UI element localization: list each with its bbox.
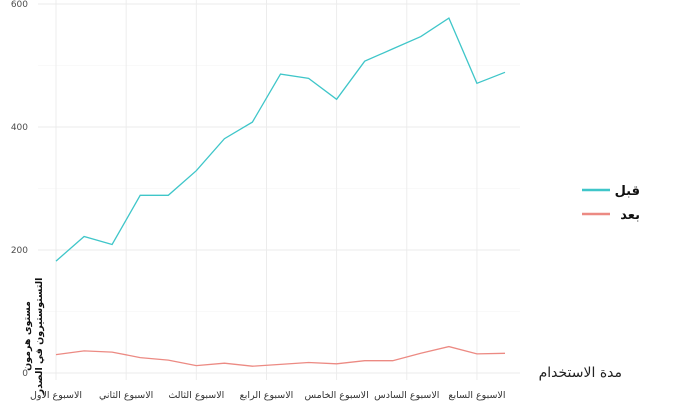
series-line-0: [55, 17, 506, 262]
y-tick-label: 400: [11, 123, 28, 133]
legend: قبل بعد: [582, 184, 640, 223]
x-tick-label: الاسبوع الثالث: [168, 390, 224, 401]
y-axis-label-line1: مستوى هرمون: [22, 301, 33, 371]
y-tick-label: 200: [11, 246, 28, 256]
x-tick-label: الاسبوع الثاني: [99, 390, 153, 401]
y-tick-label: 0: [22, 369, 28, 379]
legend-label-0: قبل: [615, 184, 640, 199]
y-axis-ticks: 0 200 400 600: [11, 0, 28, 379]
x-tick-label: الاسبوع السابع: [448, 390, 505, 401]
x-tick-label: الاسبوع الرابع: [240, 390, 294, 401]
series-lines: [55, 17, 506, 367]
y-tick-label: 600: [11, 0, 28, 10]
x-tick-label: الاسبوع السادس: [374, 390, 439, 401]
series-line-1: [55, 345, 506, 367]
legend-label-1: بعد: [620, 208, 640, 223]
x-axis-label: مدة الاستخدام: [539, 365, 622, 381]
x-tick-label: الاسبوع الاول: [30, 390, 82, 401]
x-axis-ticks: الاسبوع الاول الاسبوع الثاني الاسبوع الثال…: [30, 390, 506, 401]
grid: [38, 0, 520, 380]
y-axis-label-line2: التستوستيرون في الصدر: [34, 278, 45, 396]
x-tick-label: الاسبوع الخامس: [305, 390, 369, 401]
